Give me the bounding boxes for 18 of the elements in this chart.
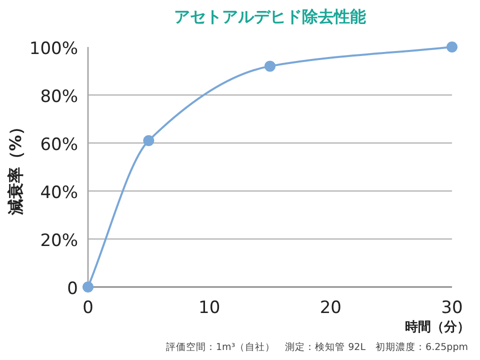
y-tick-label: 60%	[40, 135, 78, 155]
text: 評価空間：1m³（自社） 測定：検知管 92L 初期濃度：6.25ppm	[166, 341, 468, 353]
y-tick-label: 100%	[29, 39, 78, 59]
x-tick-label: 30	[441, 298, 463, 318]
point	[82, 282, 94, 292]
y-tick-label: 0	[67, 279, 78, 299]
y-tick-label: 20%	[40, 231, 78, 251]
chart-title: アセトアルデヒド除去性能	[174, 7, 366, 26]
point	[143, 135, 154, 146]
x-tick-label: 20	[320, 298, 342, 318]
y-tick-label: 80%	[40, 87, 78, 107]
x-axis-title: 時間（分）	[405, 320, 470, 335]
x-tick-label: 10	[198, 298, 220, 318]
y-axis-title: 減衰率（%）	[6, 118, 25, 216]
point	[264, 60, 276, 72]
x-tick-label: 0	[82, 298, 94, 318]
point	[446, 42, 458, 52]
y-tick-label: 40%	[40, 183, 78, 203]
